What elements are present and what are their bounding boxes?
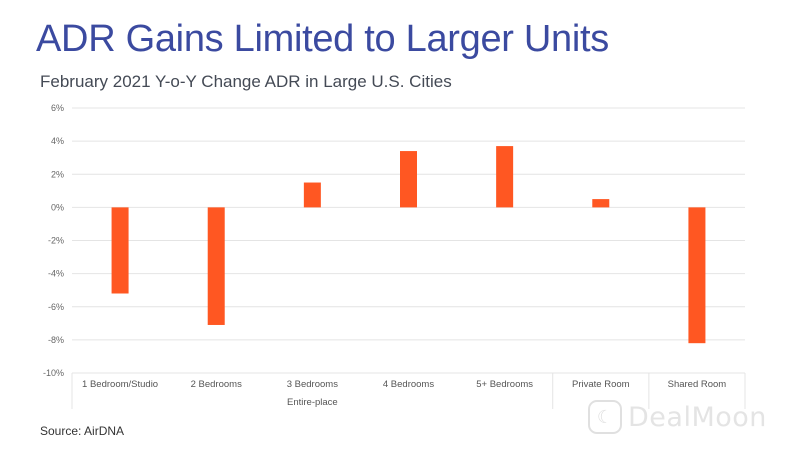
bar xyxy=(592,199,610,208)
source-note: Source: AirDNA xyxy=(40,424,125,438)
x-group-label: Entire-place xyxy=(287,397,338,408)
dealmoon-logo-icon: ☾ xyxy=(588,400,622,434)
y-tick-label: -10% xyxy=(43,368,64,378)
x-category-label: 2 Bedrooms xyxy=(191,379,242,390)
bar xyxy=(303,182,321,208)
watermark: ☾ DealMoon xyxy=(588,400,767,434)
y-tick-label: -8% xyxy=(48,335,64,345)
bar xyxy=(207,207,225,325)
x-category-label: 4 Bedrooms xyxy=(383,379,434,390)
x-category-label: 3 Bedrooms xyxy=(287,379,338,390)
chart-title: ADR Gains Limited to Larger Units xyxy=(36,18,609,60)
x-category-label: 5+ Bedrooms xyxy=(476,379,533,390)
bar xyxy=(688,207,706,344)
x-category-label: Shared Room xyxy=(668,379,727,390)
chart-subtitle: February 2021 Y-o-Y Change ADR in Large … xyxy=(40,72,452,91)
bars xyxy=(111,146,706,344)
y-axis-ticks: -10% -8% -6% -4% -2% 0% 2% 4% 6% xyxy=(43,103,64,378)
y-tick-label: -6% xyxy=(48,302,64,312)
bar xyxy=(496,146,514,208)
x-category-label: 1 Bedroom/Studio xyxy=(82,379,158,390)
y-tick-label: -4% xyxy=(48,269,64,279)
bar xyxy=(111,207,129,294)
x-category-label: Private Room xyxy=(572,379,630,390)
y-tick-label: 4% xyxy=(51,136,64,146)
y-tick-label: -2% xyxy=(48,236,64,246)
x-axis-categories: 1 Bedroom/Studio 2 Bedrooms 3 Bedrooms 4 Be… xyxy=(82,379,726,408)
y-tick-label: 6% xyxy=(51,103,64,113)
y-tick-label: 0% xyxy=(51,202,64,212)
bar xyxy=(400,151,417,208)
y-tick-label: 2% xyxy=(51,169,64,179)
watermark-text: DealMoon xyxy=(628,401,767,433)
